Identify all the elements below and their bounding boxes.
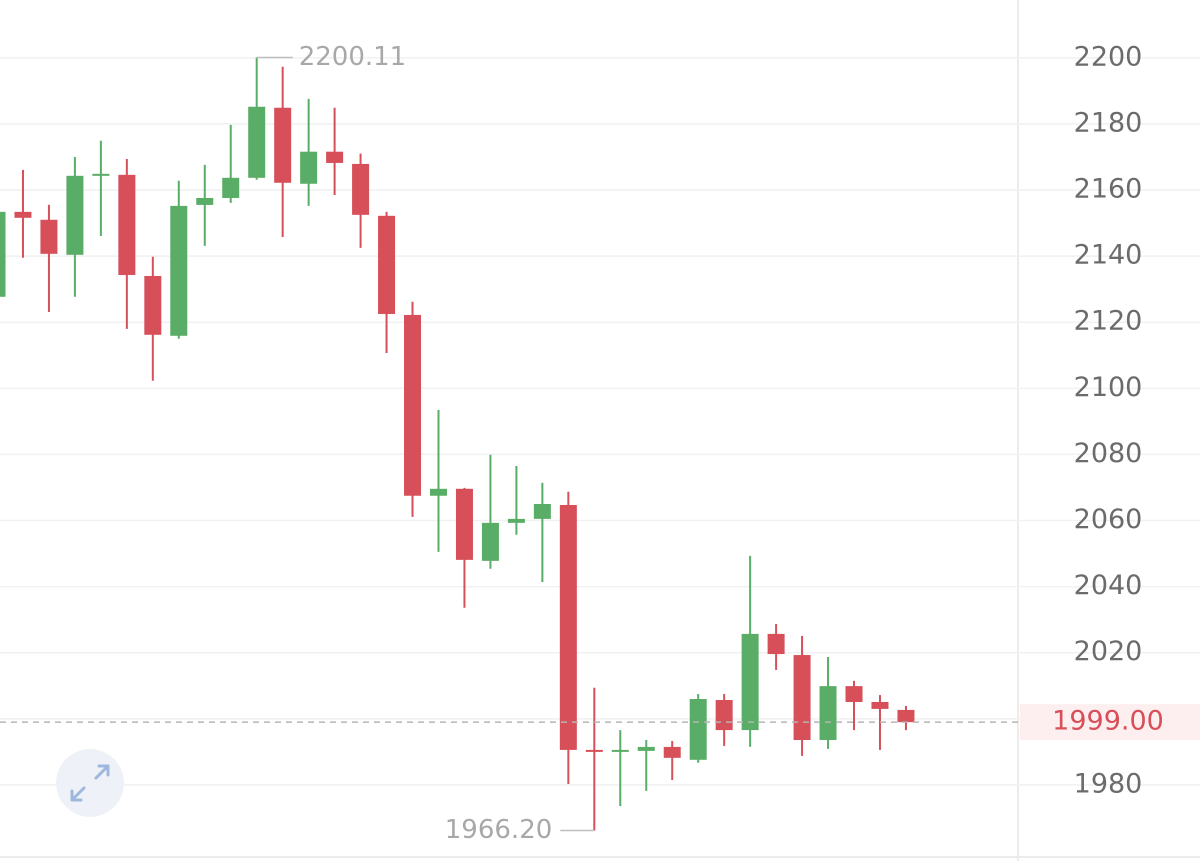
candle-body [248, 106, 266, 178]
last-price-label: 1999.00 [1052, 706, 1164, 737]
candle-body [689, 699, 707, 760]
candle-body [92, 173, 110, 176]
candle-body [404, 314, 422, 496]
grid: 1980200020202040206020802100212021402160… [0, 41, 1200, 799]
candle-body [300, 151, 318, 184]
candle-body [897, 709, 915, 723]
candle-body [533, 504, 551, 519]
candle-body [585, 749, 603, 752]
y-tick-label: 2100 [1074, 372, 1143, 403]
candle-body [326, 151, 344, 163]
candle-body [663, 746, 681, 758]
y-tick-label: 2140 [1074, 240, 1143, 271]
y-tick-label: 2180 [1074, 107, 1143, 138]
high-annotation: 2200.11 [299, 42, 407, 72]
y-tick-label: 2200 [1074, 41, 1143, 72]
candle-body [118, 174, 136, 275]
candle-body [144, 275, 162, 335]
candle-body [274, 107, 292, 183]
candle-body [819, 686, 837, 740]
candle-body [741, 633, 759, 731]
expand-button[interactable] [56, 749, 124, 817]
y-tick-label: 2040 [1074, 570, 1143, 601]
candle-body [715, 699, 733, 731]
candle-body [222, 177, 240, 198]
overlay: 2200.11 1966.20 1999.00 [0, 42, 1200, 845]
candle-body [429, 488, 447, 496]
y-tick-label: 1980 [1074, 768, 1143, 799]
candle-body [0, 211, 6, 297]
y-tick-label: 2120 [1074, 306, 1143, 337]
candle-body [845, 686, 863, 702]
candles [0, 57, 915, 831]
candle-body [196, 197, 214, 205]
candle-body [767, 633, 785, 655]
candle-body [455, 488, 473, 560]
candle-body [871, 701, 889, 709]
candle-body [481, 522, 499, 561]
candle-body [66, 175, 84, 255]
candle-body [352, 163, 370, 215]
candle-body [559, 505, 577, 750]
low-annotation: 1966.20 [445, 815, 553, 845]
last-price-badge [1020, 704, 1200, 741]
y-tick-label: 2080 [1074, 438, 1143, 469]
candle-body [793, 655, 811, 740]
candle-body [507, 518, 525, 523]
y-tick-label: 2160 [1074, 174, 1143, 205]
y-tick-label: 2060 [1074, 504, 1143, 535]
candle-body [170, 205, 188, 336]
y-tick-label: 2020 [1074, 636, 1143, 667]
candle-body [611, 749, 629, 752]
candle-body [378, 215, 396, 314]
candle-body [637, 746, 655, 751]
candle-body [14, 211, 32, 218]
candle-body [40, 219, 58, 254]
